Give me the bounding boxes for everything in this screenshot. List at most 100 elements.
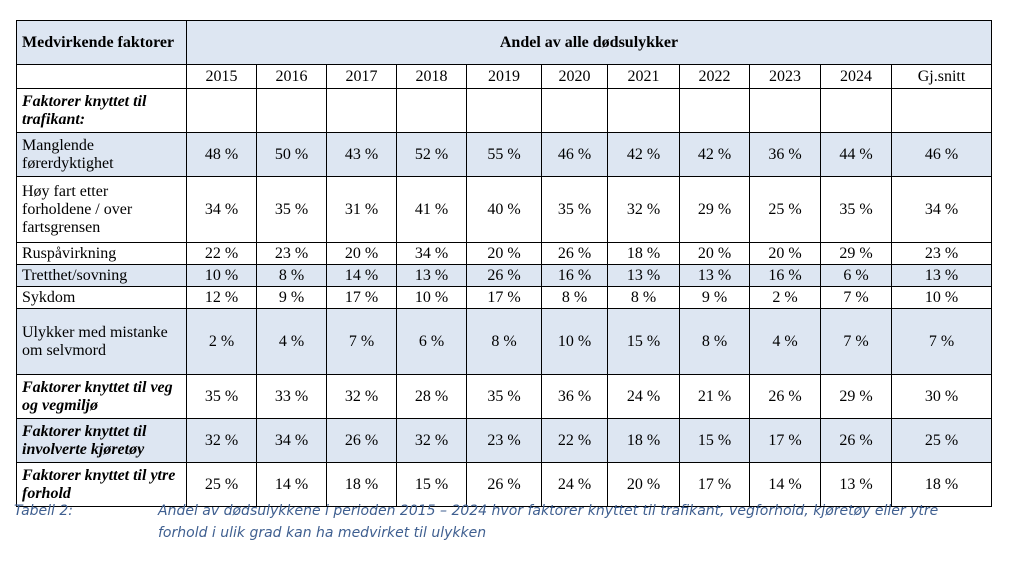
value-cell bbox=[256, 88, 327, 133]
value-cell: 42 % bbox=[679, 132, 750, 177]
value-cell: 7 % bbox=[890, 308, 993, 375]
value-cell: 35 % bbox=[256, 176, 327, 243]
row-label: Faktorer knyttet til involverte kjøretøy bbox=[16, 418, 187, 463]
table-row: Ulykker med mistanke om selvmord 2 % 4 % 7 … bbox=[16, 308, 993, 375]
value-cell: 22 % bbox=[541, 418, 608, 463]
value-cell: 10 % bbox=[890, 286, 993, 309]
value-cell: 9 % bbox=[256, 286, 327, 309]
value-cell: 13 % bbox=[607, 264, 680, 287]
value-cell: 7 % bbox=[820, 308, 892, 375]
row-label: Ruspåvirkning bbox=[16, 242, 187, 265]
value-cell bbox=[326, 88, 397, 133]
value-cell: 20 % bbox=[749, 242, 821, 265]
value-cell: 34 % bbox=[256, 418, 327, 463]
value-cell: 12 % bbox=[186, 286, 257, 309]
value-cell: 33 % bbox=[256, 374, 327, 419]
value-cell bbox=[396, 88, 467, 133]
value-cell: 14 % bbox=[749, 462, 821, 507]
table-row: Faktorer knyttet til ytre forhold 25 % 14 … bbox=[16, 462, 993, 507]
row-label: Ulykker med mistanke om selvmord bbox=[16, 308, 187, 375]
value-cell: 23 % bbox=[890, 242, 993, 265]
row-label: Høy fart etter forholdene / over fartsgr… bbox=[16, 176, 187, 243]
row-label: Faktorer knyttet til trafikant: bbox=[16, 88, 187, 133]
value-cell: 48 % bbox=[186, 132, 257, 177]
value-cell: 10 % bbox=[396, 286, 467, 309]
value-cell: 32 % bbox=[186, 418, 257, 463]
year-header: 2024 bbox=[820, 64, 892, 89]
value-cell: 44 % bbox=[820, 132, 892, 177]
table-body: Faktorer knyttet til trafikant: Manglende… bbox=[16, 88, 993, 507]
value-cell: 26 % bbox=[466, 264, 542, 287]
table-row: Sykdom 12 % 9 % 17 % 10 % 17 % 8 % 8 % 9 % 2 % 7 %… bbox=[16, 286, 993, 309]
row-label: Manglende førerdyktighet bbox=[16, 132, 187, 177]
value-cell: 35 % bbox=[186, 374, 257, 419]
year-header-blank bbox=[16, 64, 187, 89]
value-cell: 8 % bbox=[256, 264, 327, 287]
value-cell: 2 % bbox=[749, 286, 821, 309]
value-cell: 42 % bbox=[607, 132, 680, 177]
value-cell bbox=[749, 88, 821, 133]
value-cell: 18 % bbox=[607, 242, 680, 265]
value-cell: 32 % bbox=[607, 176, 680, 243]
value-cell: 20 % bbox=[679, 242, 750, 265]
value-cell: 25 % bbox=[186, 462, 257, 507]
year-header: 2021 bbox=[607, 64, 680, 89]
value-cell: 32 % bbox=[326, 374, 397, 419]
value-cell: 8 % bbox=[541, 286, 608, 309]
value-cell: 52 % bbox=[396, 132, 467, 177]
value-cell: 2 % bbox=[186, 308, 257, 375]
value-cell bbox=[820, 88, 892, 133]
value-cell: 25 % bbox=[749, 176, 821, 243]
fatal-accident-factors-table: Medvirkende faktorer Andel av alle dødsu… bbox=[16, 20, 993, 507]
value-cell: 21 % bbox=[679, 374, 750, 419]
value-cell: 13 % bbox=[396, 264, 467, 287]
value-cell: 36 % bbox=[749, 132, 821, 177]
row-label: Sykdom bbox=[16, 286, 187, 309]
year-header: 2019 bbox=[466, 64, 542, 89]
table-row: Faktorer knyttet til trafikant: bbox=[16, 88, 993, 133]
year-header: 2020 bbox=[541, 64, 608, 89]
value-cell bbox=[679, 88, 750, 133]
value-cell: 20 % bbox=[326, 242, 397, 265]
value-cell: 31 % bbox=[326, 176, 397, 243]
value-cell bbox=[607, 88, 680, 133]
value-cell: 9 % bbox=[679, 286, 750, 309]
value-cell: 18 % bbox=[890, 462, 993, 507]
row-label: Faktorer knyttet til veg og vegmiljø bbox=[16, 374, 187, 419]
value-cell: 26 % bbox=[541, 242, 608, 265]
value-cell: 4 % bbox=[256, 308, 327, 375]
value-cell: 43 % bbox=[326, 132, 397, 177]
value-cell: 34 % bbox=[890, 176, 993, 243]
value-cell: 46 % bbox=[541, 132, 608, 177]
value-cell: 26 % bbox=[820, 418, 892, 463]
group-header: Andel av alle dødsulykker bbox=[185, 20, 993, 65]
value-cell: 14 % bbox=[326, 264, 397, 287]
value-cell: 10 % bbox=[186, 264, 257, 287]
value-cell: 7 % bbox=[820, 286, 892, 309]
value-cell: 23 % bbox=[256, 242, 327, 265]
value-cell: 26 % bbox=[466, 462, 542, 507]
value-cell: 32 % bbox=[396, 418, 467, 463]
value-cell: 29 % bbox=[820, 242, 892, 265]
value-cell: 17 % bbox=[466, 286, 542, 309]
caption-text: Andel av dødsulykkene i perioden 2015 – … bbox=[158, 503, 939, 541]
value-cell: 29 % bbox=[679, 176, 750, 243]
value-cell: 34 % bbox=[186, 176, 257, 243]
value-cell bbox=[186, 88, 257, 133]
value-cell bbox=[541, 88, 608, 133]
value-cell: 8 % bbox=[466, 308, 542, 375]
value-cell: 24 % bbox=[541, 462, 608, 507]
value-cell: 55 % bbox=[466, 132, 542, 177]
value-cell: 13 % bbox=[820, 462, 892, 507]
value-cell: 28 % bbox=[396, 374, 467, 419]
year-header: 2022 bbox=[679, 64, 750, 89]
value-cell: 10 % bbox=[541, 308, 608, 375]
value-cell: 7 % bbox=[326, 308, 397, 375]
value-cell: 23 % bbox=[466, 418, 542, 463]
value-cell: 18 % bbox=[326, 462, 397, 507]
value-cell: 35 % bbox=[541, 176, 608, 243]
value-cell: 18 % bbox=[607, 418, 680, 463]
table-row: Tretthet/sovning 10 % 8 % 14 % 13 % 26 % 16 % 1… bbox=[16, 264, 993, 287]
value-cell: 35 % bbox=[466, 374, 542, 419]
value-cell: 8 % bbox=[679, 308, 750, 375]
